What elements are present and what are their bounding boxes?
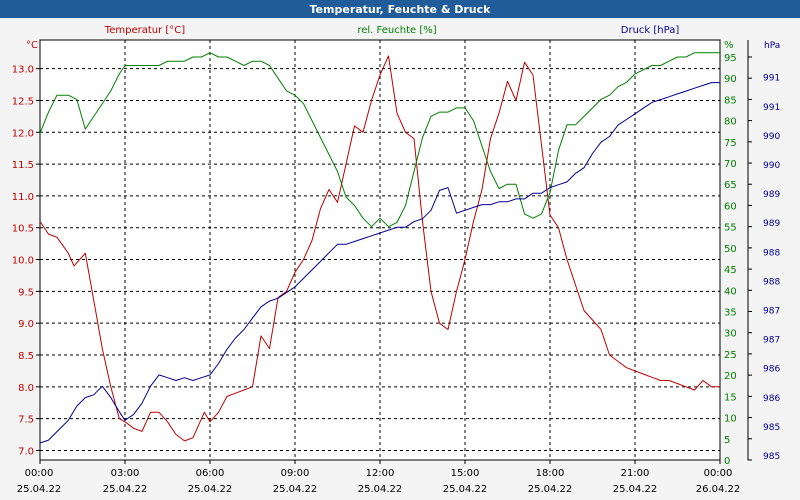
pressure-tick-label: 988 <box>763 248 780 258</box>
pressure-tick-label: 987 <box>763 336 780 346</box>
pressure-tick-label: 990 <box>763 132 780 142</box>
pressure-tick-label: 991 <box>763 103 780 113</box>
pressure-tick-label: 985 <box>763 452 780 462</box>
x-tick-date: 25.04.22 <box>188 484 233 495</box>
legend-druck: Druck [hPa] <box>621 25 680 36</box>
title-bar <box>0 0 800 18</box>
humidity-tick-label: 10 <box>724 414 737 425</box>
grid <box>40 40 720 460</box>
temp-tick-label: 8.5 <box>18 351 34 362</box>
x-tick-date: 25.04.22 <box>358 484 403 495</box>
humidity-tick-label: 50 <box>724 244 737 255</box>
humidity-tick-label: 95 <box>724 53 737 64</box>
humidity-tick-label: 5 <box>724 435 730 446</box>
temp-tick-label: 8.0 <box>18 383 34 394</box>
temp-tick-label: 11.0 <box>12 192 34 203</box>
humidity-tick-label: 80 <box>724 117 737 128</box>
temp-tick-label: 10.0 <box>12 256 34 267</box>
legend-feuchte: rel. Feuchte [%] <box>357 25 436 36</box>
pressure-tick-label: 990 <box>763 161 780 171</box>
temp-tick-label: 10.5 <box>12 224 34 235</box>
humidity-tick-label: 65 <box>724 180 737 191</box>
x-tick-time: 15:00 <box>451 468 480 479</box>
humidity-tick-label: 70 <box>724 159 737 170</box>
pressure-line <box>39 82 720 444</box>
x-tick-time: 21:00 <box>621 468 650 479</box>
humidity-tick-label: 0 <box>724 456 730 467</box>
humidity-tick-label: 85 <box>724 95 737 106</box>
x-tick-time: 00:00 <box>704 468 733 479</box>
pressure-tick-label: 986 <box>763 365 780 375</box>
x-tick-date: 25.04.22 <box>17 484 62 495</box>
temp-unit-label: °C <box>26 40 38 51</box>
temp-tick-label: 7.5 <box>18 415 34 426</box>
chart-title: Temperatur, Feuchte & Druck <box>310 3 492 16</box>
pressure-tick-label: 985 <box>763 423 780 433</box>
temp-tick-label: 13.0 <box>12 65 34 76</box>
x-tick-time: 06:00 <box>196 468 225 479</box>
humidity-tick-label: 45 <box>724 265 737 276</box>
x-tick-time: 12:00 <box>366 468 395 479</box>
humidity-tick-label: 15 <box>724 392 737 403</box>
pressure-tick-label: 987 <box>763 307 780 317</box>
pressure-tick-label: 989 <box>763 190 780 200</box>
temp-tick-label: 12.0 <box>12 128 34 139</box>
legend-temperatur: Temperatur [°C] <box>104 25 185 36</box>
humidity-tick-label: 55 <box>724 223 737 234</box>
humidity-tick-label: 40 <box>724 286 737 297</box>
temperature-line <box>39 55 720 442</box>
x-tick-date: 25.04.22 <box>613 484 658 495</box>
x-tick-date: 25.04.22 <box>103 484 148 495</box>
pressure-tick-label: 986 <box>763 394 780 404</box>
humidity-tick-label: 20 <box>724 371 737 382</box>
humidity-tick-label: 25 <box>724 350 737 361</box>
pressure-tick-label: 989 <box>763 219 780 229</box>
humidity-line <box>39 52 720 228</box>
humidity-unit-label: % <box>724 40 734 51</box>
temp-tick-label: 11.5 <box>12 160 34 171</box>
humidity-tick-label: 35 <box>724 308 737 319</box>
temp-tick-label: 7.0 <box>18 446 34 457</box>
x-tick-time: 09:00 <box>281 468 310 479</box>
pressure-unit-label: hPa <box>764 41 780 51</box>
humidity-tick-label: 90 <box>724 74 737 85</box>
humidity-tick-label: 75 <box>724 138 737 149</box>
x-tick-date: 25.04.22 <box>528 484 573 495</box>
temp-tick-label: 9.0 <box>18 319 34 330</box>
humidity-tick-label: 30 <box>724 329 737 340</box>
x-tick-date: 25.04.22 <box>273 484 318 495</box>
pressure-tick-label: 991 <box>763 74 780 84</box>
x-tick-time: 18:00 <box>536 468 565 479</box>
axis-layer: 00:00 25.04.22 03:00 25.04.22 06:00 25.04.22 0… <box>12 25 781 495</box>
temp-tick-label: 9.5 <box>18 287 34 298</box>
x-tick-time: 03:00 <box>111 468 140 479</box>
pressure-tick-label: 988 <box>763 277 780 287</box>
x-tick-time: 00:00 <box>25 468 54 479</box>
temp-tick-label: 12.5 <box>12 96 34 107</box>
series-layer <box>39 52 720 444</box>
x-tick-date: 26.04.22 <box>696 484 741 495</box>
humidity-tick-label: 60 <box>724 201 737 212</box>
x-tick-date: 25.04.22 <box>443 484 488 495</box>
